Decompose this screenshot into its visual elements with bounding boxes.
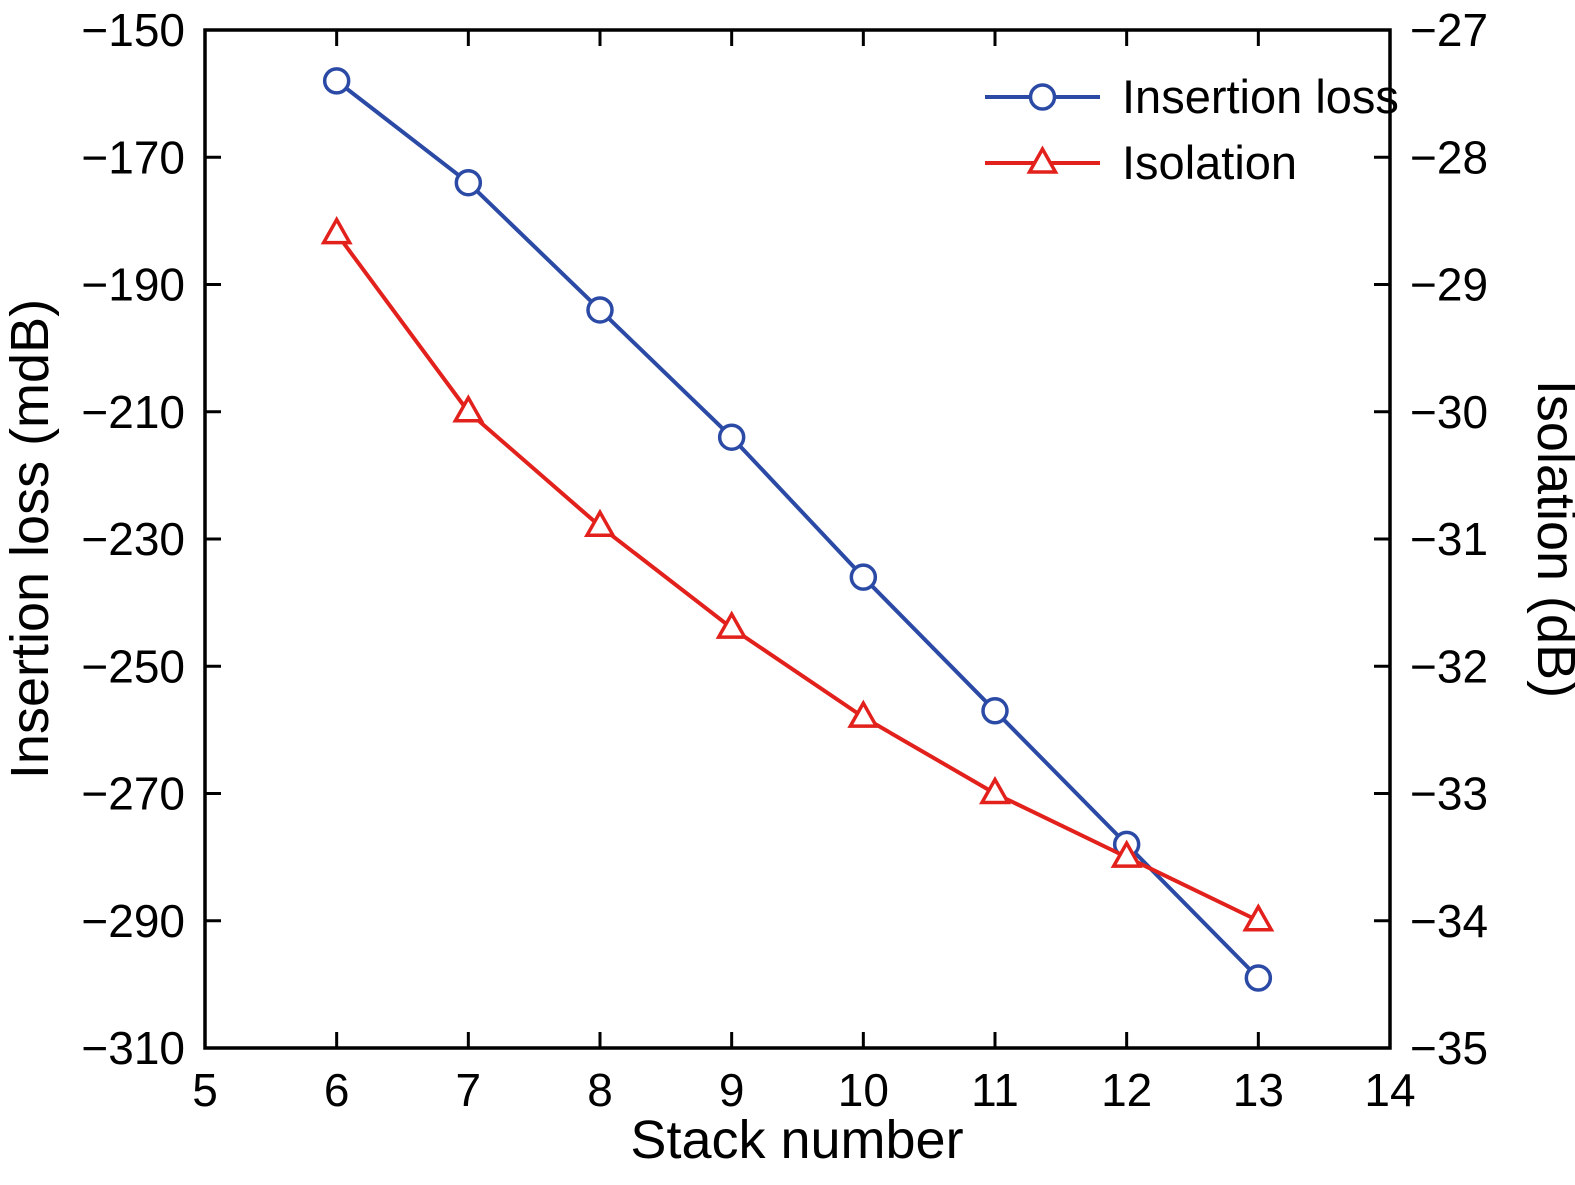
right-y-tick-label: −31 — [1410, 513, 1488, 565]
left-y-tick-label: −210 — [81, 386, 185, 438]
x-tick-label: 8 — [587, 1064, 613, 1116]
x-tick-label: 12 — [1101, 1064, 1152, 1116]
x-tick-label: 6 — [324, 1064, 350, 1116]
left-y-tick-label: −150 — [81, 4, 185, 56]
x-tick-label: 5 — [192, 1064, 218, 1116]
right-y-tick-label: −34 — [1410, 895, 1488, 947]
right-y-tick-label: −29 — [1410, 259, 1488, 311]
data-point-marker — [320, 216, 353, 245]
right-y-tick-label: −35 — [1410, 1022, 1488, 1074]
right-y-tick-label: −33 — [1410, 768, 1488, 820]
right-y-axis-title: Isolation (dB) — [1526, 380, 1575, 698]
data-point-marker — [849, 563, 878, 591]
legend-marker — [1028, 83, 1057, 111]
data-point-marker — [717, 423, 746, 451]
left-y-tick-label: −290 — [81, 895, 185, 947]
data-point-marker — [979, 775, 1011, 805]
plot-area: 5 6 7 8 9 10 11 12 13 14 −310 −290 −270 −250 −230 −210 −… — [81, 4, 1488, 1116]
left-y-tick-label: −170 — [81, 131, 185, 183]
data-point-marker — [452, 394, 485, 423]
right-y-tick-label: −27 — [1410, 4, 1488, 56]
data-point-marker — [847, 699, 880, 728]
series-line-isolation — [335, 232, 1260, 923]
data-point-marker — [454, 168, 483, 197]
legend-marker — [1026, 145, 1059, 174]
data-point-marker — [715, 610, 748, 639]
x-tick-label: 7 — [456, 1064, 482, 1116]
x-tick-label: 14 — [1364, 1064, 1415, 1116]
x-tick-label: 9 — [719, 1064, 745, 1116]
data-point-marker — [1242, 903, 1275, 932]
series-line-insertion-loss — [335, 79, 1260, 980]
data-point-marker — [1244, 964, 1273, 992]
x-tick-label: 13 — [1233, 1064, 1284, 1116]
data-point-marker — [322, 67, 351, 95]
legend-label: Insertion loss — [1122, 70, 1399, 123]
data-point-marker — [1110, 839, 1143, 868]
data-point-marker — [981, 697, 1009, 725]
left-y-tick-label: −310 — [81, 1022, 185, 1074]
legend-label: Isolation — [1122, 136, 1297, 189]
left-y-tick-label: −270 — [81, 768, 185, 820]
right-y-tick-label: −32 — [1410, 640, 1488, 692]
left-y-tick-label: −230 — [81, 513, 185, 565]
left-y-tick-label: −190 — [81, 259, 185, 311]
left-y-tick-label: −250 — [81, 640, 185, 692]
data-point-marker — [586, 296, 614, 324]
x-tick-label: 11 — [971, 1064, 1019, 1116]
left-y-axis-title: Insertion loss (mdB) — [0, 299, 60, 779]
data-point-marker — [584, 508, 616, 538]
x-axis-title: Stack number — [630, 1110, 963, 1170]
right-y-tick-label: −30 — [1410, 386, 1488, 438]
x-tick-label: 10 — [838, 1064, 889, 1116]
right-y-tick-label: −28 — [1410, 131, 1488, 183]
plot-frame — [203, 28, 1392, 1050]
